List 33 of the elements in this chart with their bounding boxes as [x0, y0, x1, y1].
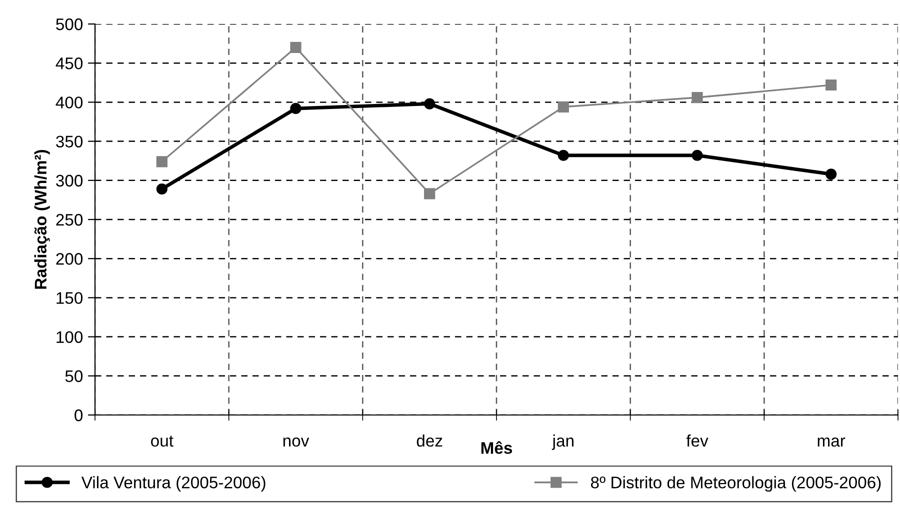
point [290, 102, 302, 114]
y-tick-label: 0 [74, 409, 83, 422]
y-tick-label: 450 [56, 58, 83, 70]
y-tick-label: 50 [65, 370, 83, 382]
point [692, 150, 703, 161]
x-tick-label: jan [552, 434, 574, 450]
x-tick-label: mar [818, 438, 846, 447]
y-tick-label: 150 [56, 292, 83, 304]
x-tick-label: nov [283, 438, 310, 447]
y-tick-label: 350 [56, 136, 83, 148]
y-tick-label: 400 [56, 96, 83, 108]
point [156, 183, 168, 195]
legend-label: 8º Distrito de Meteorologia (2005-2006) [590, 476, 881, 492]
y-tick-label: 200 [56, 253, 83, 265]
point [826, 168, 837, 180]
y-tick-label: 250 [56, 214, 83, 226]
point [290, 42, 302, 54]
point [424, 188, 436, 200]
point [156, 156, 168, 168]
x-axis-title: Mês [481, 441, 512, 454]
legend-label: Vila Ventura (2005-2006) [81, 476, 266, 492]
x-tick-label: dez [416, 434, 442, 447]
point [424, 98, 436, 110]
y-tick-label: 500 [56, 18, 83, 30]
point [558, 101, 569, 112]
y-axis-title: Radiação (Wh/m²) [34, 150, 50, 289]
point [826, 79, 837, 91]
point [558, 150, 569, 161]
point [692, 92, 703, 104]
y-tick-label: 300 [56, 174, 83, 187]
x-tick-label: fev [686, 434, 708, 447]
y-tick-label: 100 [56, 331, 83, 344]
x-tick-label: out [151, 436, 174, 447]
